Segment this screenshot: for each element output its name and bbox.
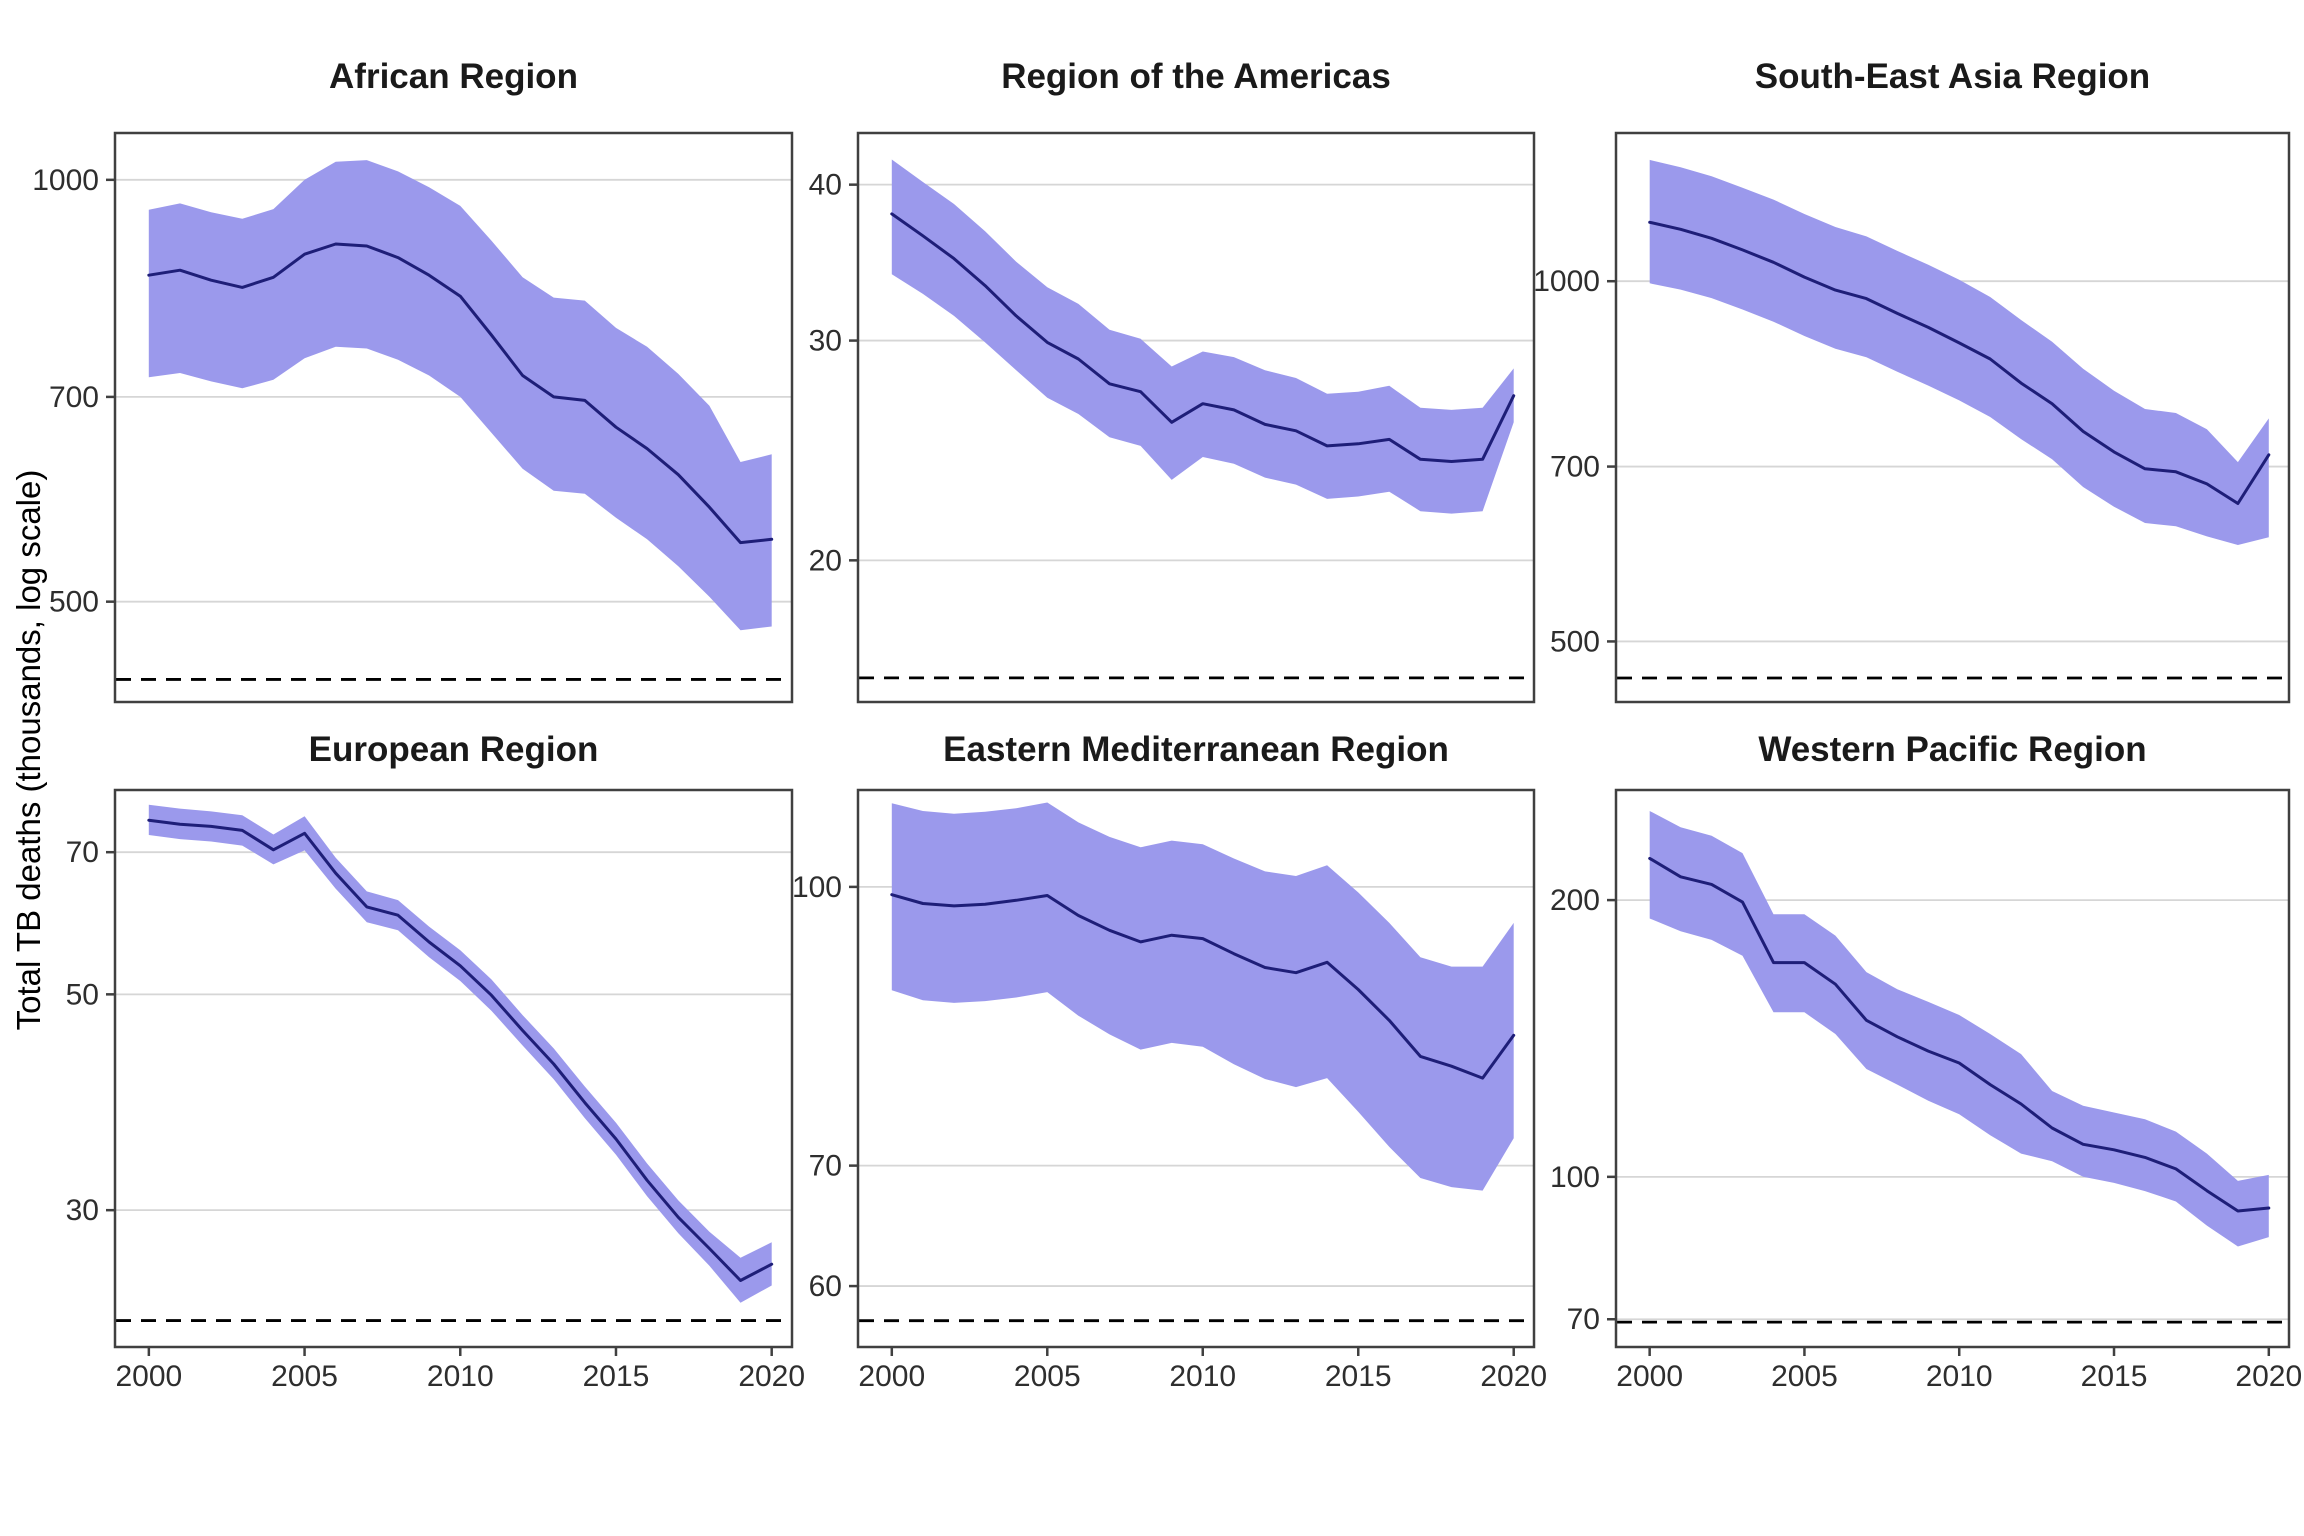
uncertainty-ribbon (891, 802, 1514, 1191)
estimate-line (1648, 220, 2271, 505)
y-tick-label: 500 (1550, 625, 1600, 658)
x-tick-label: 2005 (1014, 1360, 1081, 1393)
panel-border (113, 788, 794, 1349)
uncertainty-ribbon (891, 159, 1514, 514)
panel-border (1614, 131, 2291, 704)
x-tick-label: 2015 (2081, 1360, 2148, 1393)
y-tick-label: 1000 (32, 164, 99, 197)
y-tick-label: 500 (49, 586, 99, 619)
uncertainty-ribbon (1649, 159, 2269, 545)
y-tick-label: 40 (809, 169, 842, 202)
panel-eastern-mediterranean-region: Eastern Mediterranean Region 100 70 60 2000 2… (792, 730, 1547, 1393)
panel-western-pacific-region: Western Pacific Region 200 100 70 2000 2005 20… (1550, 730, 2302, 1393)
x-tick-label: 2000 (858, 1360, 925, 1393)
estimate-line (890, 212, 1516, 463)
y-tick-label: 70 (809, 1150, 842, 1183)
y-tick-label: 30 (809, 325, 842, 358)
y-tick-label: 200 (1550, 884, 1600, 917)
x-tick-label: 2010 (1169, 1360, 1236, 1393)
y-tick-label: 100 (1550, 1161, 1600, 1194)
x-tick-label: 2000 (1616, 1360, 1683, 1393)
estimate-line (890, 893, 1516, 1080)
x-tick-label: 2010 (1926, 1360, 1993, 1393)
y-tick-label: 70 (1567, 1303, 1600, 1336)
panel-title: Western Pacific Region (1758, 730, 2146, 769)
y-tick-label: 60 (809, 1270, 842, 1303)
panel-title: Eastern Mediterranean Region (943, 730, 1449, 769)
y-tick-label: 1000 (1533, 265, 1600, 298)
x-tick-label: 2005 (1771, 1360, 1838, 1393)
y-tick-label: 700 (1550, 451, 1600, 484)
x-tick-label: 2000 (115, 1360, 182, 1393)
x-tick-label: 2005 (271, 1360, 338, 1393)
panel-title: Region of the Americas (1001, 57, 1391, 96)
uncertainty-ribbon (148, 160, 772, 631)
y-tick-label: 50 (66, 978, 99, 1011)
panel-title: African Region (329, 57, 578, 96)
x-tick-label: 2010 (427, 1360, 494, 1393)
panel-border (856, 788, 1536, 1349)
panel-title: South-East Asia Region (1755, 57, 2150, 96)
y-tick-label: 70 (66, 836, 99, 869)
x-tick-label: 2020 (2235, 1360, 2302, 1393)
x-tick-label: 2020 (738, 1360, 805, 1393)
estimate-line (1648, 856, 2271, 1213)
x-tick-label: 2015 (1325, 1360, 1392, 1393)
panel-border (113, 131, 794, 704)
panel-title: European Region (309, 730, 599, 769)
panel-european-region: European Region 70 50 30 2000 2005 2010 2015 202… (66, 730, 805, 1393)
x-tick-label: 2020 (1480, 1360, 1547, 1393)
x-tick-label: 2015 (583, 1360, 650, 1393)
panel-south-east-asia-region: South-East Asia Region 1000 700 500 (1533, 57, 2291, 704)
estimate-line (147, 818, 774, 1282)
estimate-line (147, 242, 774, 545)
y-axis-title: Total TB deaths (thousands, log scale) (10, 470, 47, 1031)
panel-african-region: African Region 1000 700 500 (32, 57, 794, 704)
panel-border (1614, 788, 2291, 1349)
uncertainty-ribbon (1649, 811, 2269, 1247)
panel-border (856, 131, 1536, 704)
y-tick-label: 700 (49, 381, 99, 414)
y-tick-label: 30 (66, 1194, 99, 1227)
y-tick-label: 100 (792, 871, 842, 904)
y-tick-label: 20 (809, 544, 842, 577)
uncertainty-ribbon (148, 804, 772, 1303)
panel-region-of-the-americas: Region of the Americas 40 30 20 (809, 57, 1536, 704)
